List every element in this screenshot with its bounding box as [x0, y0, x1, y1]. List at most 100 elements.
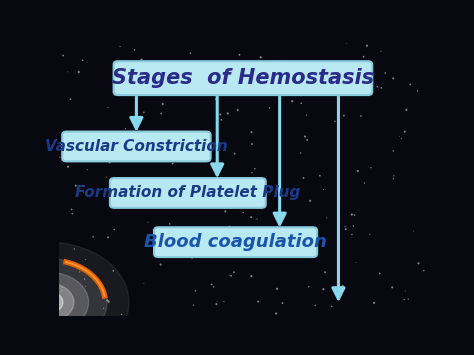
Point	[82, 257, 90, 262]
Point	[305, 284, 312, 290]
Point	[300, 175, 307, 181]
Point	[360, 54, 367, 60]
Point	[328, 304, 336, 309]
Point	[102, 174, 110, 180]
Point	[190, 302, 198, 308]
Point	[266, 105, 273, 111]
Point	[352, 86, 360, 91]
Point	[83, 167, 91, 173]
Point	[177, 87, 185, 93]
Point	[370, 300, 378, 306]
Point	[257, 248, 265, 254]
Point	[134, 61, 141, 67]
Point	[144, 219, 152, 225]
Point	[64, 69, 72, 75]
Point	[122, 126, 129, 132]
Point	[354, 168, 362, 174]
Point	[221, 208, 229, 214]
Point	[188, 255, 196, 261]
Point	[212, 247, 220, 253]
Point	[276, 59, 283, 64]
Point	[231, 151, 238, 157]
FancyBboxPatch shape	[154, 227, 317, 257]
Circle shape	[0, 258, 107, 346]
Point	[388, 284, 396, 290]
Point	[188, 86, 196, 91]
Point	[348, 212, 356, 217]
Point	[104, 235, 112, 240]
Point	[222, 229, 229, 235]
Point	[276, 108, 283, 113]
Point	[157, 111, 165, 116]
Point	[229, 188, 237, 194]
FancyBboxPatch shape	[114, 61, 372, 95]
Point	[59, 53, 67, 58]
Point	[306, 198, 314, 204]
Circle shape	[22, 283, 74, 321]
Point	[404, 296, 412, 302]
Point	[319, 187, 327, 192]
Point	[226, 224, 233, 229]
Point	[76, 269, 83, 275]
Point	[159, 101, 166, 107]
Point	[357, 113, 365, 119]
Point	[361, 180, 368, 186]
Circle shape	[0, 242, 129, 355]
Point	[64, 150, 72, 156]
Point	[166, 221, 173, 226]
Point	[128, 75, 136, 81]
Point	[328, 90, 335, 95]
Point	[226, 272, 233, 278]
Point	[110, 227, 118, 233]
Point	[142, 136, 149, 142]
Point	[339, 283, 346, 289]
Point	[348, 69, 356, 75]
Point	[377, 85, 385, 91]
Circle shape	[34, 291, 63, 313]
Point	[234, 107, 242, 113]
Point	[279, 300, 286, 306]
Point	[157, 202, 164, 208]
Point	[69, 211, 76, 217]
Point	[100, 305, 107, 311]
Point	[401, 288, 409, 294]
Point	[401, 129, 409, 135]
Point	[140, 281, 148, 286]
Point	[267, 185, 274, 190]
Point	[208, 282, 216, 287]
Point	[71, 246, 78, 252]
Point	[341, 224, 349, 229]
FancyBboxPatch shape	[110, 178, 266, 208]
Point	[376, 271, 383, 276]
Point	[210, 141, 218, 147]
Point	[377, 48, 385, 54]
Point	[301, 134, 309, 140]
Point	[118, 312, 125, 317]
Point	[253, 216, 261, 222]
Point	[340, 113, 348, 119]
Point	[79, 58, 86, 63]
Point	[382, 70, 389, 76]
Point	[212, 301, 220, 307]
Text: Blood coagulation: Blood coagulation	[144, 233, 327, 251]
Point	[169, 161, 176, 166]
Point	[338, 89, 346, 95]
Point	[104, 104, 112, 110]
Point	[279, 63, 287, 69]
Point	[390, 148, 397, 154]
Point	[247, 273, 255, 279]
Point	[348, 232, 356, 237]
Point	[218, 117, 225, 122]
Point	[75, 69, 82, 75]
Point	[156, 147, 164, 152]
Point	[195, 250, 203, 255]
Point	[303, 137, 311, 143]
Point	[116, 131, 124, 137]
Point	[402, 107, 410, 113]
Point	[192, 197, 200, 203]
Point	[131, 47, 138, 53]
Point	[191, 288, 199, 294]
Point	[273, 286, 281, 292]
Point	[185, 246, 193, 251]
Point	[220, 299, 228, 304]
